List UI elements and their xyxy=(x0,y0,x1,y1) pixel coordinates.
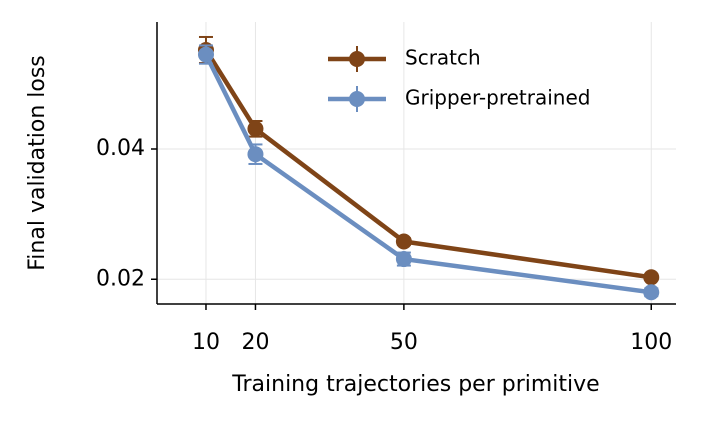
marker xyxy=(395,251,412,268)
marker xyxy=(247,146,264,163)
y-tick-label: 0.04 xyxy=(96,136,145,161)
series-line xyxy=(203,53,652,295)
legend-label: Scratch xyxy=(405,46,481,70)
legend-label: Gripper-pretrained xyxy=(405,86,590,110)
marker xyxy=(395,233,412,250)
marker xyxy=(643,284,660,301)
x-tick-label: 100 xyxy=(630,330,672,355)
x-tick-label: 20 xyxy=(241,330,269,355)
x-axis-label: Training trajectories per primitive xyxy=(231,372,599,397)
marker xyxy=(247,120,264,137)
y-tick-label: 0.02 xyxy=(96,266,145,291)
series-line xyxy=(204,48,652,280)
y-axis-label: Final validation loss xyxy=(25,55,50,271)
marker xyxy=(197,46,214,63)
series xyxy=(197,44,660,301)
x-tick-label: 50 xyxy=(390,330,418,355)
x-tick-label: 10 xyxy=(192,330,220,355)
marker xyxy=(643,269,660,286)
